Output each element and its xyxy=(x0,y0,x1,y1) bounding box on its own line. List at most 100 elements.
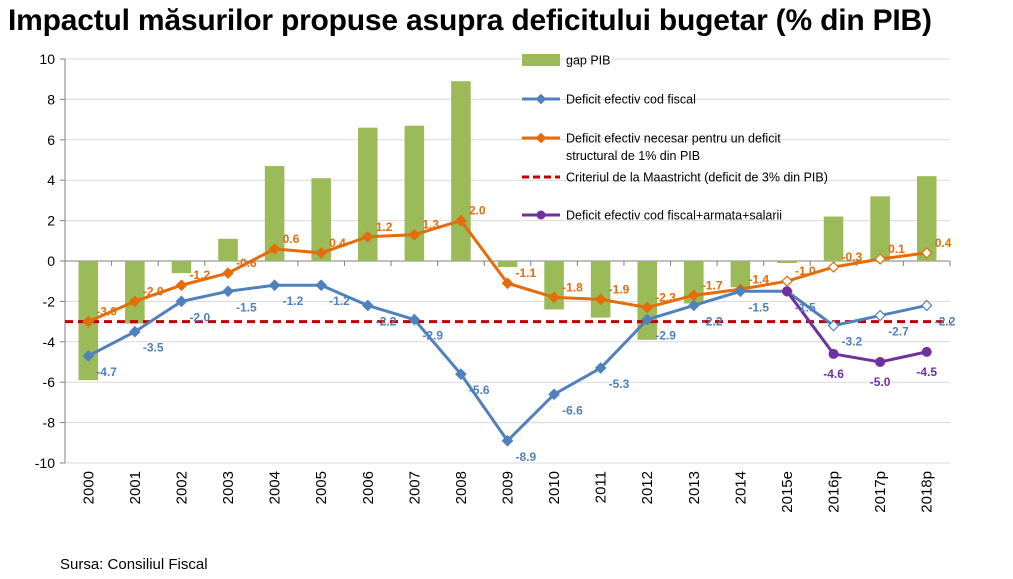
point-deficit-armata-salarii xyxy=(828,348,839,359)
x-tick-label: 2003 xyxy=(220,471,237,504)
legend-label: gap PIB xyxy=(566,54,610,68)
legend-swatch-bar xyxy=(522,54,560,66)
data-label-deficit-necesar: -0.3 xyxy=(842,250,863,264)
data-label-deficit-necesar: 1.2 xyxy=(376,220,393,234)
x-tick-label: 2009 xyxy=(500,471,517,504)
point-deficit-efectiv xyxy=(594,362,607,374)
point-deficit-necesar xyxy=(594,293,607,306)
data-label-deficit-efectiv: -4.7 xyxy=(96,365,117,379)
point-deficit-necesar xyxy=(548,291,560,304)
data-label-deficit-efectiv: -5.3 xyxy=(609,377,630,391)
point-deficit-efectiv xyxy=(734,285,747,298)
x-tick-label: 2016p xyxy=(826,471,843,513)
data-label-deficit-efectiv: -1.2 xyxy=(329,294,350,308)
data-label-deficit-efectiv: -2.9 xyxy=(655,329,676,343)
data-label-deficit-necesar: 0.1 xyxy=(888,242,905,256)
point-deficit-necesar xyxy=(268,243,281,255)
x-tick-label: 2005 xyxy=(313,471,330,504)
data-label-deficit-necesar: -1.0 xyxy=(795,264,816,278)
data-label-deficit-necesar: -3.0 xyxy=(96,305,117,319)
y-tick-label: 10 xyxy=(39,51,55,67)
point-deficit-efectiv xyxy=(455,368,467,380)
y-tick-label: 4 xyxy=(47,172,55,188)
bar-gap-pib xyxy=(171,261,192,274)
data-label-deficit-necesar: -1.9 xyxy=(609,282,630,296)
x-tick-label: 2004 xyxy=(267,471,284,504)
data-label-deficit-necesar: -0.6 xyxy=(236,256,257,270)
x-tick-label: 2001 xyxy=(127,471,144,504)
data-label-deficit-efectiv: -6.6 xyxy=(562,403,583,417)
data-label-deficit-efectiv: -1.2 xyxy=(283,294,304,308)
point-deficit-efectiv xyxy=(129,325,141,338)
point-deficit-efectiv xyxy=(827,319,840,332)
data-label-deficit-armata-salarii: -4.5 xyxy=(916,365,937,379)
bar-gap-pib xyxy=(218,238,238,261)
bar-gap-pib xyxy=(777,261,797,264)
data-label-deficit-efectiv: -2.0 xyxy=(189,310,210,324)
data-label-deficit-necesar: -1.8 xyxy=(562,280,583,294)
data-label-deficit-necesar: -1.2 xyxy=(189,268,210,282)
data-label-deficit-necesar: -1.1 xyxy=(516,266,537,280)
point-deficit-efectiv xyxy=(175,295,188,308)
data-label-deficit-efectiv: -1.5 xyxy=(795,300,816,314)
legend-swatch-marker xyxy=(535,132,547,144)
point-deficit-necesar xyxy=(781,275,793,288)
bar-gap-pib xyxy=(916,176,937,261)
bar-gap-pib xyxy=(730,261,751,288)
x-tick-label: 2015e xyxy=(779,471,796,513)
data-label-deficit-efectiv: -1.5 xyxy=(236,300,257,314)
bar-gap-pib xyxy=(264,166,285,261)
data-label-deficit-efectiv: -8.9 xyxy=(516,450,537,464)
data-label-deficit-efectiv: -3.2 xyxy=(842,335,863,349)
point-deficit-necesar xyxy=(874,253,886,265)
legend-swatch-marker xyxy=(535,93,547,105)
point-deficit-efectiv xyxy=(82,350,95,362)
source-note: Sursa: Consiliul Fiscal xyxy=(60,556,208,573)
bar-gap-pib xyxy=(311,178,331,261)
y-tick-label: 0 xyxy=(47,253,55,269)
data-label-deficit-efectiv: -5.6 xyxy=(469,383,490,397)
point-deficit-efectiv xyxy=(222,285,234,298)
point-deficit-necesar xyxy=(455,214,467,227)
x-tick-label: 2018p xyxy=(919,471,936,513)
point-deficit-necesar xyxy=(827,261,840,273)
x-tick-label: 2010 xyxy=(546,471,563,504)
y-tick-label: -4 xyxy=(43,334,56,350)
y-tick-label: -8 xyxy=(43,415,56,431)
x-tick-label: 2006 xyxy=(360,471,377,504)
chart-title: Impactul măsurilor propuse asupra defici… xyxy=(8,4,932,37)
point-deficit-necesar xyxy=(222,267,234,279)
point-deficit-necesar xyxy=(175,279,188,292)
data-label-deficit-efectiv: -1.5 xyxy=(748,300,769,314)
point-deficit-necesar xyxy=(501,277,514,290)
point-deficit-efectiv xyxy=(548,388,560,401)
data-label-deficit-necesar: 0.6 xyxy=(283,232,300,246)
data-label-deficit-efectiv: -2.2 xyxy=(376,314,397,328)
point-deficit-efectiv xyxy=(687,299,700,312)
bar-gap-pib xyxy=(870,196,890,261)
point-deficit-efectiv xyxy=(361,299,374,312)
legend-label: structural de 1% din PIB xyxy=(566,149,700,163)
point-deficit-necesar xyxy=(361,230,374,243)
point-deficit-necesar xyxy=(920,247,933,259)
point-deficit-efectiv xyxy=(315,279,328,292)
data-label-deficit-efectiv: -2.7 xyxy=(888,325,909,339)
bar-gap-pib xyxy=(125,261,145,324)
x-tick-label: 2000 xyxy=(80,471,97,504)
bar-gap-pib xyxy=(451,81,471,261)
data-label-deficit-efectiv: -3.5 xyxy=(143,341,164,355)
x-tick-label: 2011 xyxy=(593,471,610,503)
data-label-deficit-armata-salarii: -4.6 xyxy=(823,367,844,381)
x-tick-label: 2002 xyxy=(173,471,190,504)
point-deficit-necesar xyxy=(408,228,421,241)
x-tick-label: 2007 xyxy=(406,471,423,504)
point-deficit-necesar xyxy=(129,295,141,308)
y-tick-label: -2 xyxy=(43,293,56,309)
bar-gap-pib xyxy=(497,261,518,268)
point-deficit-efectiv xyxy=(408,313,421,326)
data-label-deficit-necesar: 1.3 xyxy=(422,218,439,232)
point-deficit-armata-salarii xyxy=(875,357,886,367)
point-deficit-necesar xyxy=(641,301,654,314)
point-deficit-necesar xyxy=(82,315,95,328)
